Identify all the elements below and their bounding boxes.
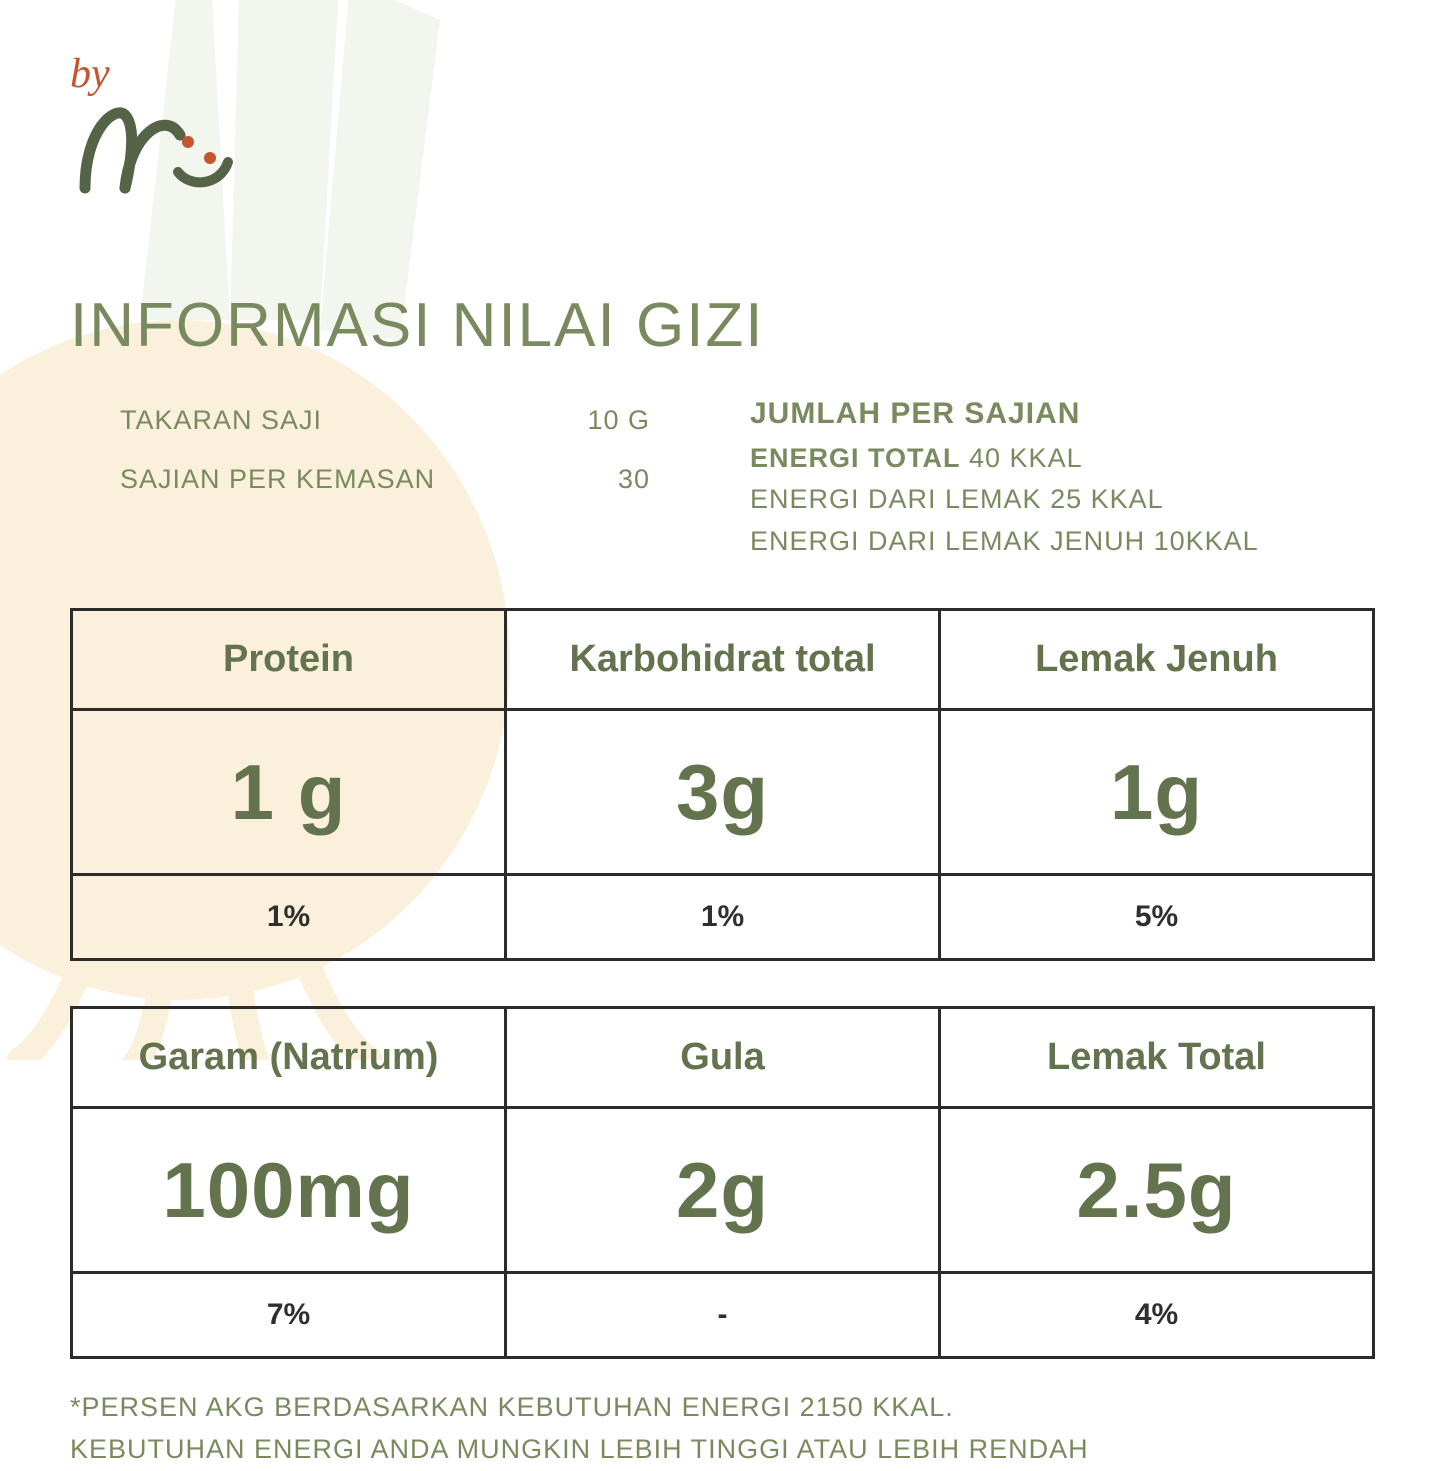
table-header: Lemak Total bbox=[940, 1008, 1374, 1108]
table-percent: 5% bbox=[940, 875, 1374, 960]
table-header: Lemak Jenuh bbox=[940, 610, 1374, 710]
brand-logo: by bbox=[70, 50, 240, 200]
serving-size-label: TAKARAN SAJI bbox=[120, 405, 322, 436]
energy-from-fat-line: ENERGI DARI LEMAK 25 KKAL bbox=[750, 479, 1375, 521]
servings-per-pack-label: SAJIAN PER KEMASAN bbox=[120, 464, 435, 495]
logo-mark-icon bbox=[70, 80, 240, 200]
footnote-line-1: *PERSEN AKG BERDASARKAN KEBUTUHAN ENERGI… bbox=[70, 1387, 1375, 1429]
servings-per-pack-value: 30 bbox=[618, 464, 650, 495]
table-percent: 1% bbox=[506, 875, 940, 960]
footnote-line-2: KEBUTUHAN ENERGI ANDA MUNGKIN LEBIH TING… bbox=[70, 1429, 1375, 1471]
table-value: 2g bbox=[506, 1108, 940, 1273]
per-serving-heading: JUMLAH PER SAJIAN bbox=[750, 391, 1375, 438]
table-percent: 7% bbox=[72, 1273, 506, 1358]
page-title: INFORMASI NILAI GIZI bbox=[70, 290, 1375, 361]
table-value: 1 g bbox=[72, 710, 506, 875]
energy-from-sat-fat-line: ENERGI DARI LEMAK JENUH 10KKAL bbox=[750, 521, 1375, 563]
serving-info-section: TAKARAN SAJI 10 G SAJIAN PER KEMASAN 30 … bbox=[70, 391, 1375, 563]
table-header: Gula bbox=[506, 1008, 940, 1108]
table-header: Garam (Natrium) bbox=[72, 1008, 506, 1108]
table-percent: 1% bbox=[72, 875, 506, 960]
table-header: Protein bbox=[72, 610, 506, 710]
serving-size-value: 10 G bbox=[587, 405, 650, 436]
table-value: 100mg bbox=[72, 1108, 506, 1273]
table-header: Karbohidrat total bbox=[506, 610, 940, 710]
table-value: 1g bbox=[940, 710, 1374, 875]
table-percent: - bbox=[506, 1273, 940, 1358]
footnote: *PERSEN AKG BERDASARKAN KEBUTUHAN ENERGI… bbox=[70, 1387, 1375, 1471]
nutrition-table-1: Protein Karbohidrat total Lemak Jenuh 1 … bbox=[70, 608, 1375, 961]
table-percent: 4% bbox=[940, 1273, 1374, 1358]
table-value: 3g bbox=[506, 710, 940, 875]
nutrition-table-2: Garam (Natrium) Gula Lemak Total 100mg 2… bbox=[70, 1006, 1375, 1359]
energy-total-line: ENERGI TOTAL 40 KKAL bbox=[750, 438, 1375, 480]
table-value: 2.5g bbox=[940, 1108, 1374, 1273]
